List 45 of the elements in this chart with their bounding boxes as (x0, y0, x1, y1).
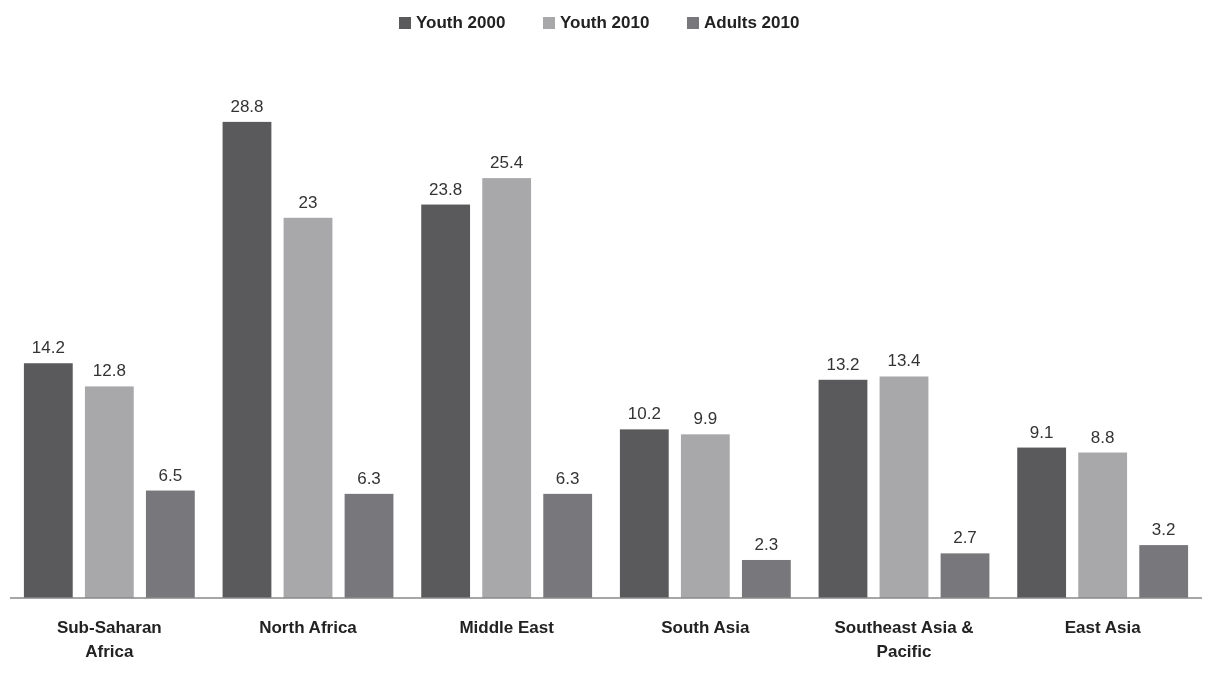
legend-label: Youth 2000 (416, 13, 506, 32)
bar (818, 379, 868, 598)
bar (344, 493, 394, 598)
data-label: 28.8 (230, 96, 264, 116)
data-label: 13.4 (887, 351, 921, 371)
x-tick-label: South Asia (661, 618, 750, 637)
data-label: 2.7 (953, 528, 977, 548)
bar (543, 493, 593, 598)
bar (1017, 447, 1067, 598)
data-label: 14.2 (31, 338, 65, 358)
data-label: 9.9 (693, 409, 718, 429)
x-tick-label: Sub-Saharan Africa (56, 618, 162, 661)
bar (23, 363, 73, 598)
bar (619, 429, 669, 598)
bar (145, 490, 195, 598)
bar (741, 559, 791, 598)
bar (283, 217, 333, 598)
bar (84, 386, 134, 598)
data-label: 6.3 (357, 468, 381, 488)
data-label: 8.8 (1090, 427, 1115, 447)
bar (421, 204, 471, 598)
x-tick-label: North Africa (259, 618, 358, 637)
legend-label: Adults 2010 (704, 13, 800, 32)
data-label: 6.5 (158, 465, 183, 485)
data-label: 10.2 (627, 404, 661, 424)
bar (482, 178, 532, 598)
data-label: 3.2 (1151, 520, 1176, 540)
data-label: 13.2 (826, 354, 860, 374)
bar (1078, 452, 1128, 598)
bar (940, 553, 990, 598)
data-label: 2.3 (754, 534, 779, 554)
legend-label: Youth 2010 (560, 13, 650, 32)
x-tick-label: East Asia (1064, 618, 1142, 637)
bar (680, 434, 730, 598)
x-tick-label: Middle East (459, 618, 555, 637)
data-label: 23.8 (429, 179, 463, 199)
data-label: 23 (298, 192, 318, 212)
bar (1139, 545, 1189, 598)
data-label: 25.4 (490, 153, 524, 173)
data-label: 6.3 (555, 468, 580, 488)
bar (879, 376, 929, 598)
bar (222, 121, 272, 598)
data-label: 9.1 (1029, 422, 1054, 442)
x-tick-label: Southeast Asia & Pacific (834, 618, 974, 661)
data-label: 12.8 (92, 361, 126, 381)
